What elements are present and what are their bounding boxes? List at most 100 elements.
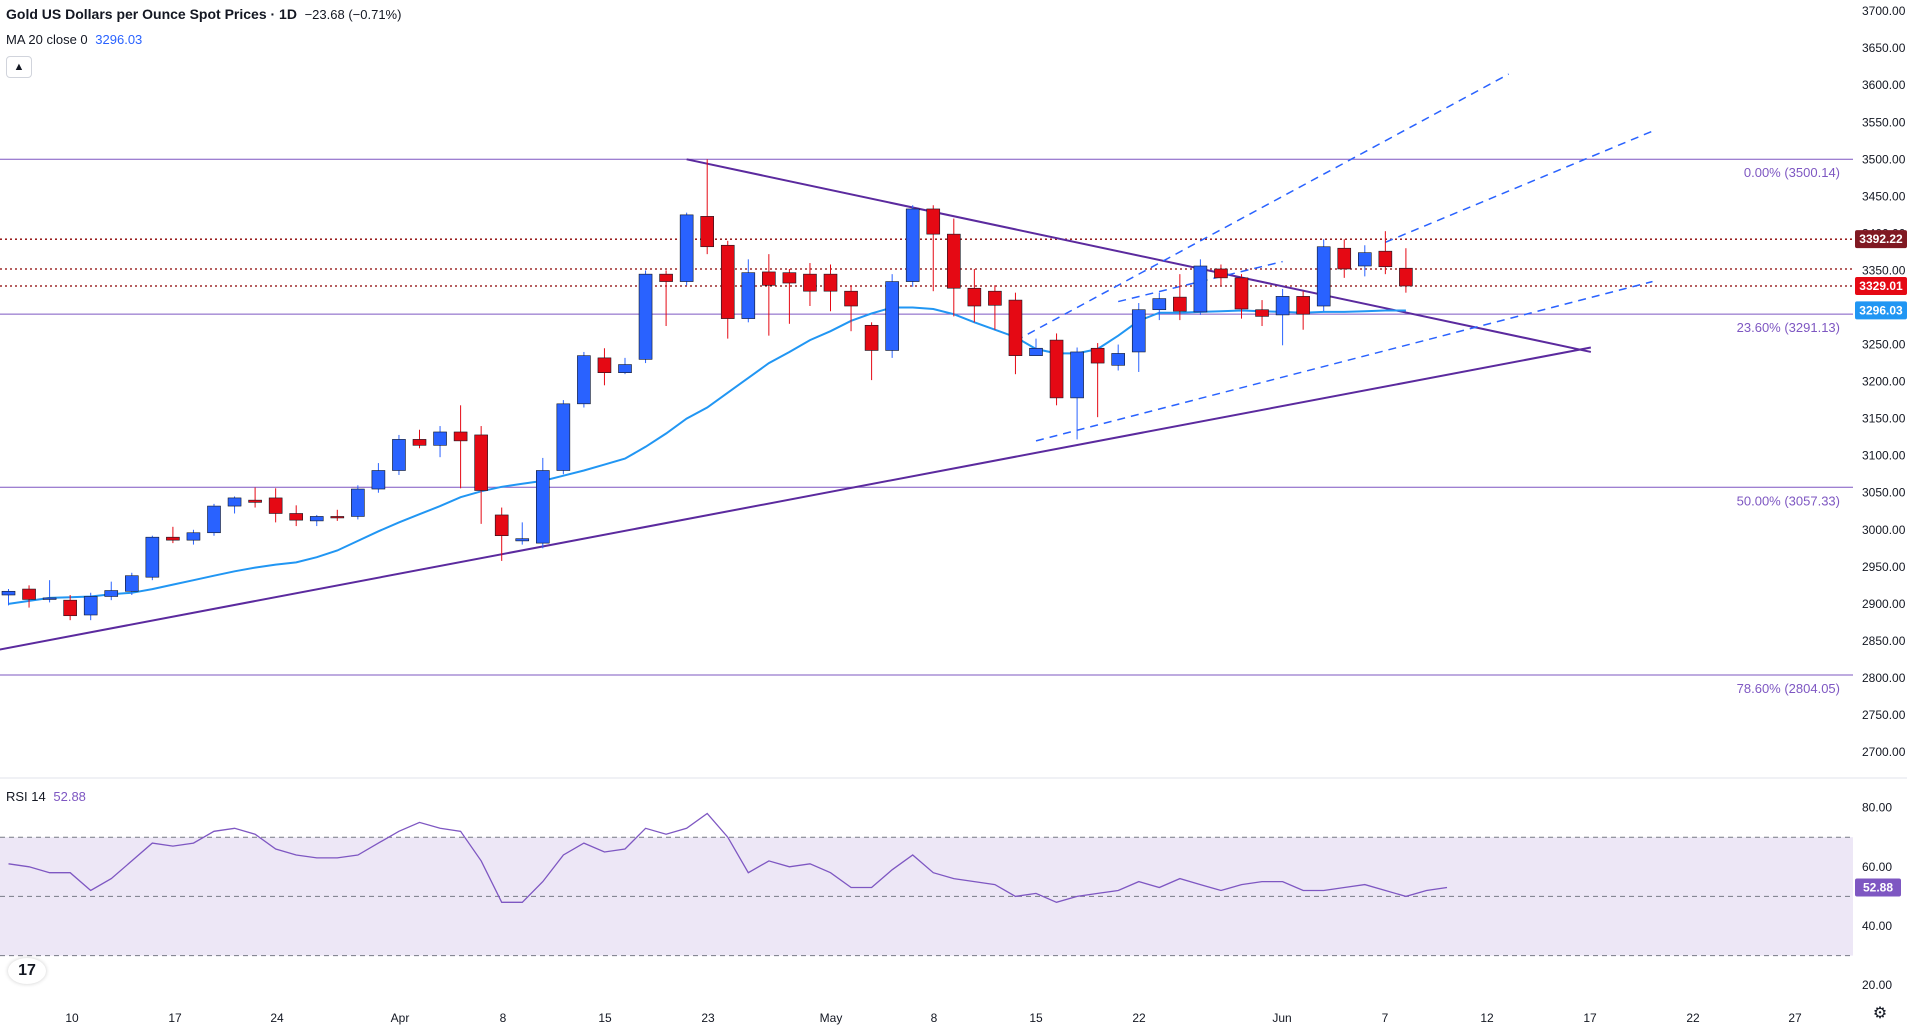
candle [433, 426, 447, 458]
x-tick-label: Apr [391, 1011, 410, 1025]
candle-body [1152, 298, 1167, 311]
candle-body [618, 364, 632, 373]
candle [926, 205, 941, 292]
rsi-price-tag-label: 52.88 [1863, 881, 1893, 895]
candle [803, 263, 817, 307]
candle [309, 514, 324, 527]
candle-body [1296, 296, 1310, 315]
rsi-label: RSI 14 [6, 789, 46, 804]
candle [700, 159, 715, 255]
y-tick-label: 3150.00 [1862, 412, 1906, 426]
candle-body [844, 290, 858, 307]
candle-body [186, 532, 201, 541]
candle [289, 505, 304, 527]
candle [597, 348, 612, 386]
candle [618, 357, 632, 375]
trendline-triangle-lower [0, 346, 1592, 651]
candle [1337, 239, 1352, 278]
candle-body [762, 271, 776, 286]
candle [515, 522, 530, 545]
y-tick-label: 2800.00 [1862, 671, 1906, 685]
candle-body [474, 434, 488, 491]
symbol-legend[interactable]: Gold US Dollars per Ounce Spot Prices · … [6, 6, 401, 22]
price-tag-label: 3329.01 [1859, 279, 1903, 293]
candle-body [268, 497, 283, 514]
fib-levels: 0.00% (3500.14) 23.60% (3291.13) 50.00% (3… [0, 158, 1853, 696]
candle [83, 592, 98, 621]
y-axis-main: 2700.00 2750.00 2800.00 2850.00 2900.00 2950.… [1862, 4, 1906, 759]
candle [1358, 245, 1372, 277]
trendline-channel-upper-2 [1385, 130, 1653, 243]
candle [268, 488, 283, 523]
candle-body [351, 488, 365, 517]
candle [1111, 344, 1125, 371]
candle-body [289, 513, 304, 521]
tradingview-logo[interactable]: 17 [8, 958, 46, 984]
x-tick-label: 17 [168, 1011, 182, 1025]
candle-body [1399, 267, 1413, 287]
price-tags: 3392.22 3329.01 3296.03 [1855, 230, 1907, 320]
candle-body [1234, 277, 1249, 310]
candle [1255, 300, 1269, 327]
candle [720, 240, 735, 339]
candle [679, 212, 694, 286]
candle-body [1193, 265, 1208, 313]
candle-body [885, 281, 899, 351]
price-tag: 3329.01 [1855, 277, 1907, 296]
candle [556, 400, 571, 475]
candle-body [494, 514, 509, 537]
candle-body [864, 324, 879, 351]
candle [1070, 347, 1084, 440]
candle-body [412, 439, 427, 446]
candle-body [515, 538, 530, 542]
fib-level-label: 50.00% (3057.33) [1737, 493, 1840, 508]
price-tag-bg [1855, 230, 1907, 249]
candle [63, 594, 77, 621]
candle [166, 526, 180, 544]
ma-label: MA 20 close 0 [6, 32, 88, 47]
candle-body [453, 431, 468, 442]
candle-body [988, 290, 1002, 306]
x-axis: 10 17 24 Apr 8 15 23 May 8 15 22 Jun 7 12 17 22 27 [65, 1011, 1802, 1025]
candle-body [1029, 347, 1043, 356]
rsi-line [8, 812, 1448, 903]
candle [638, 270, 653, 364]
y-tick-label: 3600.00 [1862, 78, 1906, 92]
y-tick-label: 3500.00 [1862, 152, 1906, 166]
rsi-price-tag-bg [1855, 878, 1901, 897]
y-tick-label: 3650.00 [1862, 41, 1906, 55]
rsi-price-tag: 52.88 [1855, 878, 1901, 897]
candle [844, 285, 858, 332]
candle-body [946, 233, 961, 289]
y-tick-label: 3050.00 [1862, 486, 1906, 500]
candle-body [1049, 339, 1064, 399]
candle-body [83, 596, 98, 616]
y-tick-label: 2950.00 [1862, 560, 1906, 574]
candle-body [720, 244, 735, 319]
collapse-legend-button[interactable]: ▲ [6, 56, 32, 78]
rsi-legend[interactable]: RSI 14 52.88 [6, 789, 86, 804]
candle [1316, 239, 1331, 312]
x-tick-label: 7 [1382, 1011, 1389, 1025]
candle [145, 535, 160, 581]
candle-body [1255, 309, 1269, 317]
trendline-triangle-upper [686, 158, 1592, 353]
settings-icon[interactable]: ⚙ [1872, 1005, 1888, 1022]
candle-body [1275, 296, 1290, 316]
trendlines [0, 73, 1653, 651]
x-tick-label: 22 [1132, 1011, 1146, 1025]
candle [885, 274, 899, 358]
candle [967, 268, 982, 323]
candle-body [227, 497, 242, 507]
rsi-value: 52.88 [53, 789, 86, 804]
candle [1, 589, 16, 606]
candle-body [823, 273, 838, 292]
candle-body [1070, 351, 1084, 399]
x-tick-label: 24 [270, 1011, 284, 1025]
candle [864, 322, 879, 381]
ma-legend[interactable]: MA 20 close 0 3296.03 [6, 32, 142, 47]
y-tick-label: 3100.00 [1862, 449, 1906, 463]
candle [1131, 303, 1146, 372]
candle [125, 572, 139, 595]
